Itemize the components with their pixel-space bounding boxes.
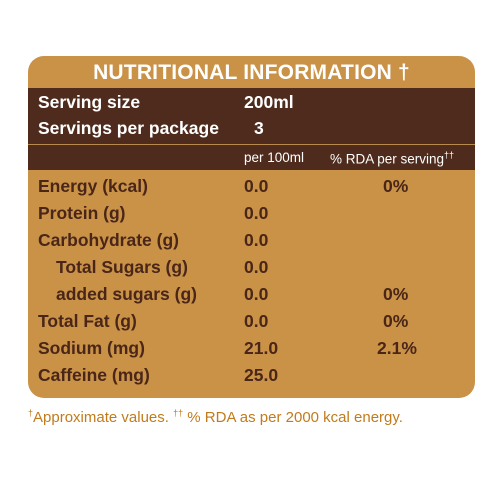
nutrient-name: Sodium (mg): [38, 338, 145, 358]
serving-size-label: Serving size: [38, 92, 141, 112]
nutrient-name: Total Fat (g): [38, 311, 137, 331]
table-row: Caffeine (mg) 25.0: [28, 365, 475, 391]
table-row: Protein (g) 0.0: [28, 203, 475, 229]
nutrient-name: Energy (kcal): [38, 176, 148, 196]
footnote-mark-2: ††: [173, 408, 184, 418]
nutrient-rda-value: 0%: [383, 284, 409, 304]
footnote-mark-1: †: [28, 408, 34, 418]
footnote-text-1: Approximate values.: [33, 409, 174, 426]
table-row: added sugars (g) 0.0 0%: [28, 284, 475, 310]
servings-per-package-label: Servings per package: [38, 118, 219, 138]
footnote-text-2: % RDA as per 2000 kcal energy.: [183, 409, 403, 426]
nutrient-per100-value: 0.0: [244, 230, 269, 250]
servings-per-package-value: 3: [254, 118, 264, 138]
table-row: Total Fat (g) 0.0 0%: [28, 311, 475, 337]
nutrient-name: added sugars (g): [56, 284, 197, 304]
nutrient-per100-value: 0.0: [244, 284, 269, 304]
nutrient-per100-value: 0.0: [244, 311, 269, 331]
footnote: †Approximate values. †† % RDA as per 200…: [28, 408, 488, 426]
nutrition-panel: NUTRITIONAL INFORMATION † Serving size 2…: [28, 56, 475, 398]
table-row: Sodium (mg) 21.0 2.1%: [28, 338, 475, 364]
nutrient-per100-value: 25.0: [244, 365, 279, 385]
nutrient-per100-value: 0.0: [244, 176, 269, 196]
nutrient-rda-value: 2.1%: [377, 338, 417, 358]
nutrient-per100-value: 0.0: [244, 203, 269, 223]
nutrient-per100-value: 21.0: [244, 338, 279, 358]
column-header-per100: per 100ml: [244, 150, 305, 165]
nutrient-name: Protein (g): [38, 203, 126, 223]
nutrient-rda-value: 0%: [383, 176, 409, 196]
nutrient-name: Caffeine (mg): [38, 365, 150, 385]
nutrient-per100-value: 0.0: [244, 257, 269, 277]
table-row: Total Sugars (g) 0.0: [28, 257, 475, 283]
serving-info-band: Serving size 200ml Servings per package …: [28, 88, 475, 144]
column-header-band: per 100ml % RDA per serving††: [28, 144, 475, 170]
table-row: Carbohydrate (g) 0.0: [28, 230, 475, 256]
serving-size-value: 200ml: [244, 92, 294, 112]
nutrient-rda-value: 0%: [383, 311, 409, 331]
nutrient-name: Total Sugars (g): [56, 257, 188, 277]
column-header-rda-text: % RDA per serving: [330, 151, 445, 167]
table-row: Energy (kcal) 0.0 0%: [28, 176, 475, 202]
nutrient-name: Carbohydrate (g): [38, 230, 179, 250]
panel-title: NUTRITIONAL INFORMATION †: [93, 61, 410, 84]
column-header-rda-mark: ††: [444, 150, 455, 160]
column-header-rda: % RDA per serving††: [330, 150, 454, 167]
